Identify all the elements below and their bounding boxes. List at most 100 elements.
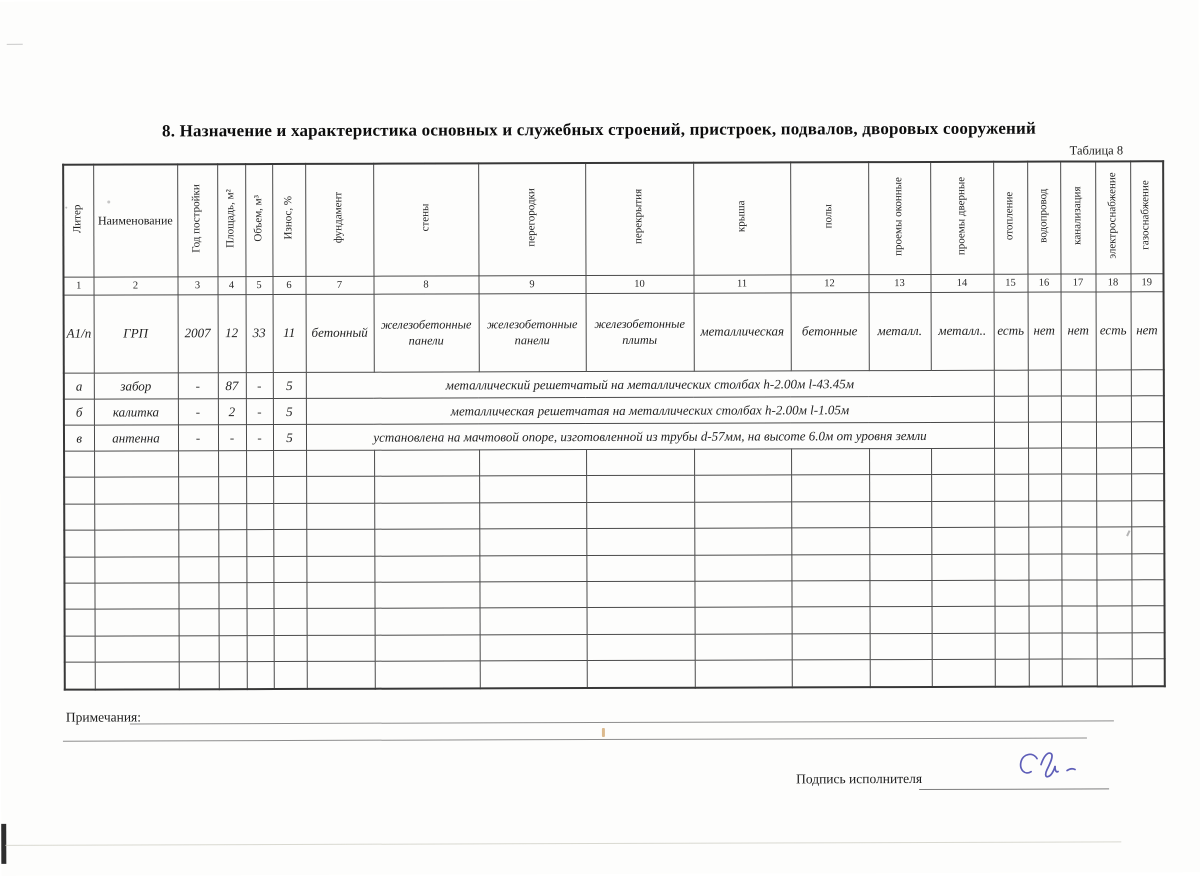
empty-cell [178, 661, 219, 689]
empty-cell [306, 450, 375, 477]
empty-cell [64, 662, 95, 690]
empty-cell [94, 503, 179, 531]
cell-liter: А1/п [63, 295, 94, 374]
col-num: 5 [245, 276, 273, 295]
empty-cell [1028, 474, 1062, 501]
col-header-roof: крыша [693, 162, 791, 276]
cell-name: калитка [93, 398, 178, 426]
col-num: 19 [1130, 273, 1164, 292]
empty-cell [479, 475, 587, 503]
col-num: 8 [373, 275, 479, 295]
header-row: Литер Наименование Год постройки Площадь… [63, 161, 1164, 278]
cell-sewage: нет [1060, 291, 1096, 371]
cell-year: 2007 [177, 294, 218, 373]
empty-cell [694, 448, 792, 476]
empty-cell [1028, 553, 1062, 581]
empty-cell [931, 606, 995, 634]
empty-cell [306, 476, 375, 504]
empty-cell [246, 450, 274, 478]
empty-cell [994, 659, 1029, 687]
empty-cell [218, 661, 247, 689]
empty-cell [1061, 553, 1097, 581]
cell-name: антенна [93, 424, 179, 452]
empty-row [64, 526, 1165, 557]
empty-cell [1061, 632, 1097, 660]
empty-cell [246, 476, 274, 504]
empty-cell [694, 607, 792, 634]
empty-cell [586, 475, 695, 503]
empty-cell [218, 529, 247, 557]
empty-cell [64, 530, 95, 557]
col-num: 9 [478, 275, 586, 294]
empty-cell [273, 608, 307, 636]
col-num: 7 [305, 276, 374, 295]
scan-artifact-speck [6, 43, 23, 45]
col-num: 3 [177, 276, 218, 295]
col-header-foundation: фундамент [305, 163, 374, 277]
empty-cell [1028, 580, 1062, 607]
empty-cell [869, 606, 932, 634]
col-header-floor: полы [790, 162, 869, 275]
empty-cell [586, 660, 695, 688]
empty-cell [993, 370, 1028, 397]
empty-cell [94, 582, 179, 610]
col-header-electricity: электроснабжение [1095, 161, 1131, 274]
empty-cell [1061, 500, 1097, 528]
empty-cell [374, 449, 480, 477]
empty-cell [1096, 447, 1132, 475]
empty-cell [1060, 369, 1096, 397]
cell-volume: 33 [245, 294, 273, 373]
empty-cell [273, 529, 307, 557]
empty-cell [64, 556, 95, 584]
empty-cell [1096, 632, 1132, 660]
empty-cell [1131, 447, 1165, 475]
empty-cell [1028, 448, 1062, 475]
empty-cell [869, 580, 932, 607]
empty-cell [931, 553, 995, 581]
empty-cell [218, 635, 247, 662]
empty-cell [94, 477, 179, 504]
empty-cell [994, 632, 1029, 660]
col-header-window-openings: проемы оконные [868, 161, 931, 275]
empty-cell [791, 659, 870, 687]
empty-cell [246, 635, 274, 662]
empty-cell [1130, 421, 1165, 448]
empty-cell [694, 475, 792, 502]
empty-cell [218, 477, 247, 504]
empty-cell [1028, 632, 1062, 660]
empty-cell [1130, 369, 1164, 396]
empty-cell [1096, 474, 1132, 501]
cell-liter: а [63, 373, 94, 400]
signature-label: Подпись исполнителя [796, 770, 923, 787]
empty-cell [273, 503, 307, 530]
col-header-walls: стены [373, 163, 479, 277]
empty-row [64, 632, 1165, 663]
empty-cell [1028, 606, 1062, 633]
empty-cell [586, 554, 695, 582]
notes-underline-2 [62, 737, 1087, 742]
cell-foundation: бетонный [305, 294, 374, 373]
empty-cell [994, 553, 1029, 581]
col-num: 2 [93, 276, 178, 296]
empty-row [64, 553, 1165, 584]
cell-description: металлический решетчатый на металлически… [305, 370, 994, 399]
col-num: 6 [272, 276, 306, 295]
empty-cell [1096, 606, 1132, 633]
empty-cell [1060, 395, 1096, 423]
col-header-door-openings: проемы дверные [930, 161, 994, 275]
empty-cell [791, 633, 870, 661]
cell-electricity: есть [1095, 291, 1131, 370]
col-header-heating: отопление [993, 161, 1028, 275]
empty-cell [218, 450, 247, 478]
col-header-gas: газоснабжение [1130, 161, 1164, 274]
empty-cell [273, 555, 307, 583]
empty-cell [246, 529, 274, 557]
col-header-area: Площадь, м² [217, 164, 246, 277]
empty-cell [1095, 421, 1132, 448]
empty-cell [246, 661, 274, 689]
empty-cell [931, 501, 995, 528]
col-num: 12 [790, 274, 869, 293]
empty-cell [64, 451, 95, 478]
cell-year: - [177, 372, 218, 399]
cell-wear: 5 [272, 424, 307, 451]
